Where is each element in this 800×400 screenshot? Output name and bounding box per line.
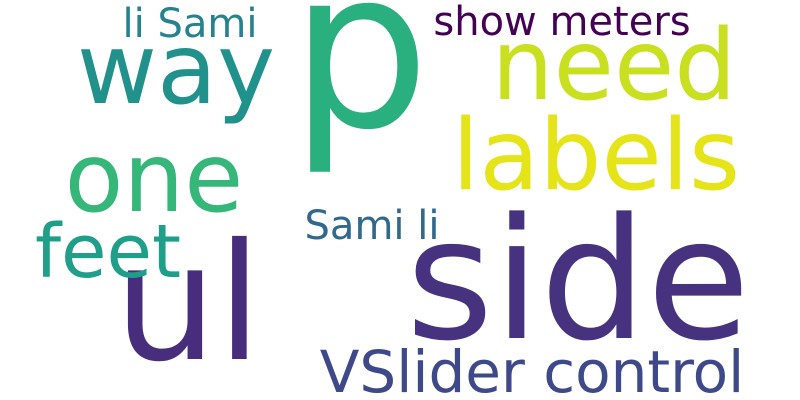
word-side: side [405,182,751,378]
word-li-sami-1: li Sami [122,1,258,47]
word-labels: labels [451,99,741,213]
word-feet: feet [34,209,182,295]
word-p: p [290,0,430,178]
word-need: need [491,9,737,123]
word-ul: ul [114,210,262,398]
word-way: way [76,13,276,127]
word-one: one [64,122,244,234]
word-sami-li-2: Sami li [304,203,440,249]
word-show-meters: show meters [433,0,691,45]
word-vslider-control: VSlider control [319,338,745,400]
